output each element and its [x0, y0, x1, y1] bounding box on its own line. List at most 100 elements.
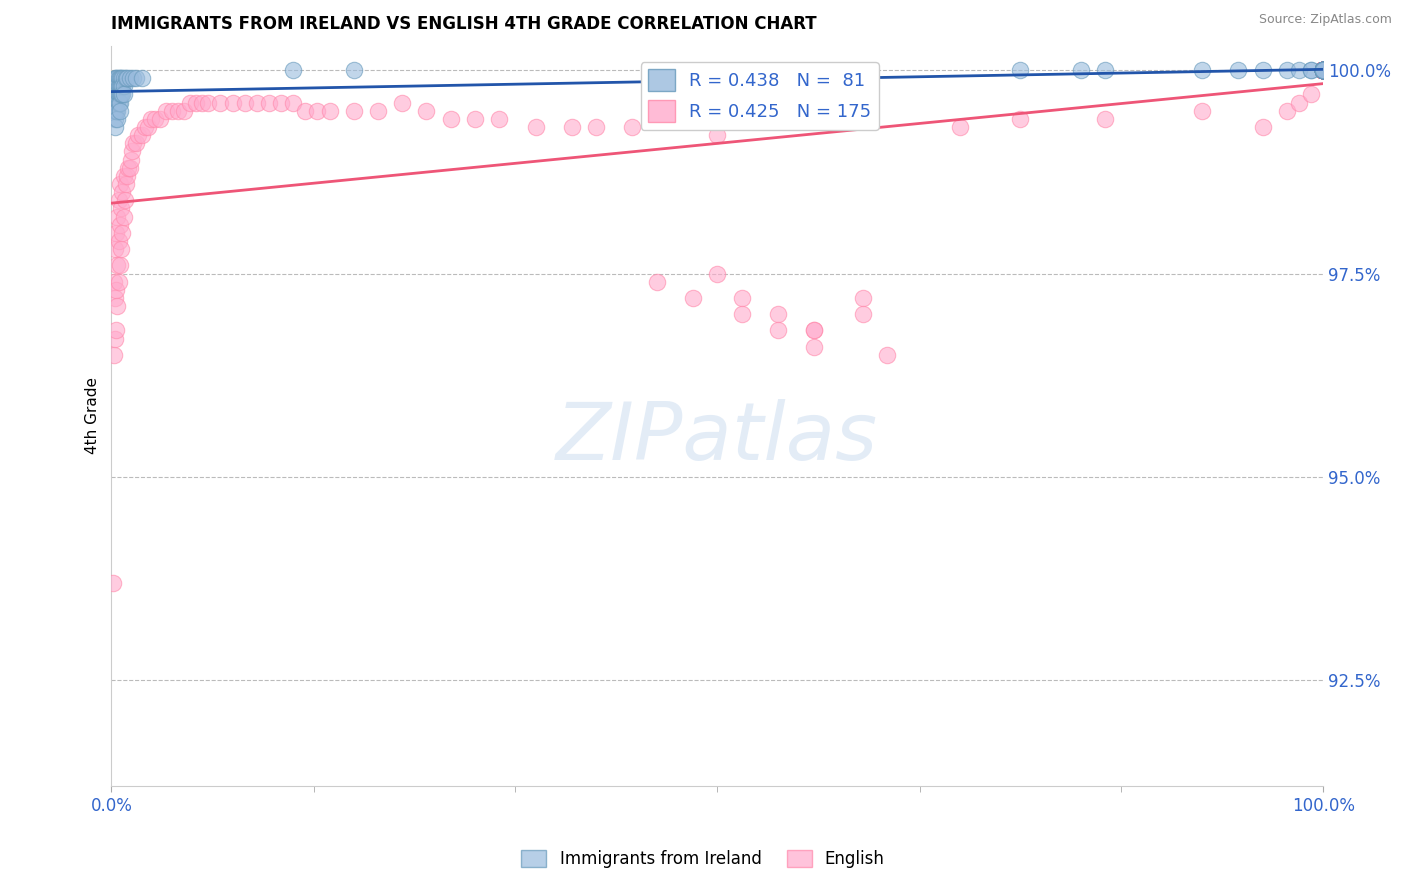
Point — [117, 161, 139, 175]
Point — [112, 79, 135, 94]
Point — [852, 307, 875, 321]
Point — [464, 112, 486, 126]
Point — [107, 95, 129, 110]
Point — [283, 95, 305, 110]
Point — [1312, 63, 1334, 78]
Point — [1312, 63, 1334, 78]
Point — [105, 95, 128, 110]
Point — [110, 79, 132, 94]
Point — [104, 87, 127, 102]
Point — [1312, 63, 1334, 78]
Point — [1312, 63, 1334, 78]
Point — [1312, 63, 1334, 78]
Point — [107, 103, 129, 118]
Point — [103, 348, 125, 362]
Point — [104, 291, 127, 305]
Point — [103, 87, 125, 102]
Point — [103, 95, 125, 110]
Point — [585, 120, 607, 134]
Point — [167, 103, 190, 118]
Point — [283, 63, 305, 78]
Point — [1312, 63, 1334, 78]
Point — [134, 120, 156, 134]
Point — [1312, 63, 1334, 78]
Point — [1251, 120, 1274, 134]
Point — [1312, 63, 1334, 78]
Point — [1312, 63, 1334, 78]
Point — [221, 95, 243, 110]
Point — [107, 299, 129, 313]
Point — [682, 291, 704, 305]
Point — [1312, 63, 1334, 78]
Point — [107, 79, 129, 94]
Point — [1312, 63, 1334, 78]
Point — [110, 71, 132, 86]
Point — [1312, 63, 1334, 78]
Point — [107, 79, 129, 94]
Point — [1312, 63, 1334, 78]
Point — [104, 120, 127, 134]
Point — [1312, 63, 1334, 78]
Point — [1312, 63, 1334, 78]
Point — [1312, 63, 1334, 78]
Point — [111, 226, 134, 240]
Point — [524, 120, 547, 134]
Point — [112, 210, 135, 224]
Point — [1312, 63, 1334, 78]
Point — [197, 95, 219, 110]
Point — [488, 112, 510, 126]
Point — [107, 95, 129, 110]
Point — [1312, 63, 1334, 78]
Point — [1312, 63, 1334, 78]
Point — [1312, 63, 1334, 78]
Point — [1312, 63, 1334, 78]
Point — [1312, 63, 1334, 78]
Point — [1010, 63, 1032, 78]
Point — [645, 275, 668, 289]
Point — [108, 103, 131, 118]
Point — [149, 112, 172, 126]
Point — [124, 136, 146, 151]
Point — [111, 87, 134, 102]
Point — [1094, 63, 1116, 78]
Point — [1312, 63, 1334, 78]
Point — [391, 95, 413, 110]
Point — [294, 103, 316, 118]
Point — [1312, 63, 1334, 78]
Point — [107, 112, 129, 126]
Point — [1312, 63, 1334, 78]
Point — [107, 194, 129, 208]
Point — [1191, 63, 1213, 78]
Point — [155, 103, 177, 118]
Point — [1070, 63, 1092, 78]
Point — [1312, 63, 1334, 78]
Y-axis label: 4th Grade: 4th Grade — [86, 377, 100, 454]
Point — [1312, 63, 1334, 78]
Text: ZIPatlas: ZIPatlas — [557, 399, 879, 477]
Point — [131, 128, 153, 143]
Point — [1312, 63, 1334, 78]
Point — [103, 275, 125, 289]
Point — [1312, 63, 1334, 78]
Point — [343, 63, 366, 78]
Point — [1288, 63, 1310, 78]
Text: Source: ZipAtlas.com: Source: ZipAtlas.com — [1258, 13, 1392, 27]
Point — [1312, 63, 1334, 78]
Point — [1312, 63, 1334, 78]
Point — [257, 95, 280, 110]
Point — [343, 103, 366, 118]
Point — [1312, 63, 1334, 78]
Point — [1312, 63, 1334, 78]
Point — [307, 103, 329, 118]
Point — [104, 332, 127, 346]
Point — [107, 87, 129, 102]
Point — [111, 71, 134, 86]
Point — [1312, 63, 1334, 78]
Point — [1312, 63, 1334, 78]
Point — [1312, 63, 1334, 78]
Point — [107, 71, 129, 86]
Point — [114, 194, 136, 208]
Point — [1275, 63, 1298, 78]
Text: IMMIGRANTS FROM IRELAND VS ENGLISH 4TH GRADE CORRELATION CHART: IMMIGRANTS FROM IRELAND VS ENGLISH 4TH G… — [111, 15, 817, 33]
Point — [1312, 63, 1334, 78]
